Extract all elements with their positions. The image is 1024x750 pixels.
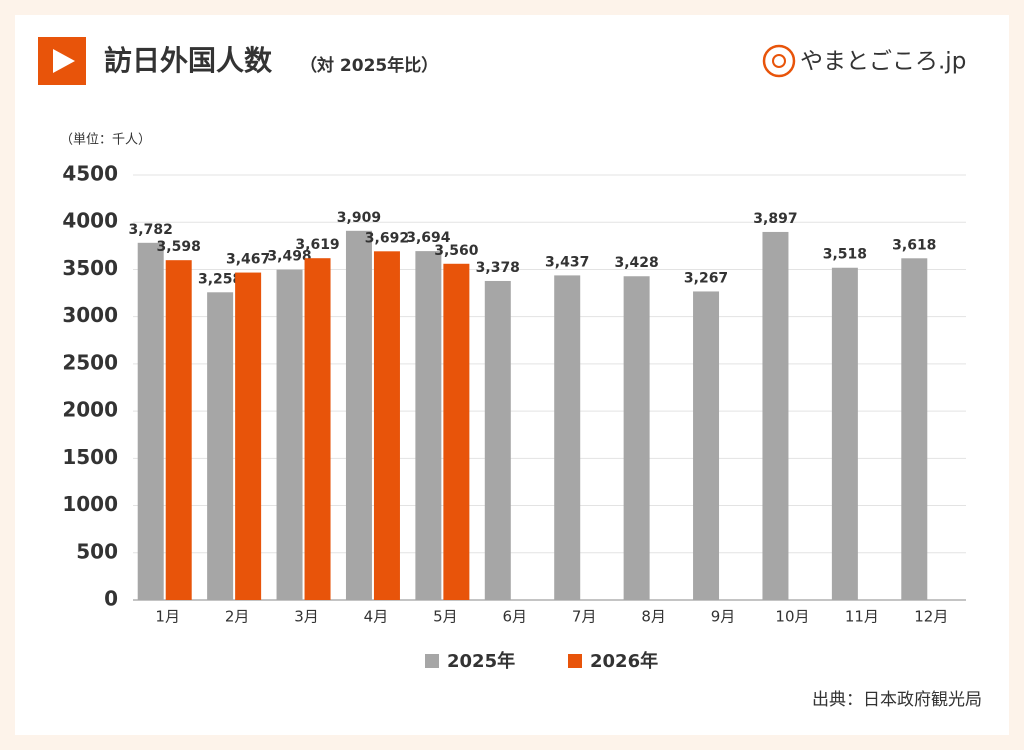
x-tick-label: 9月: [711, 608, 736, 626]
y-tick-label: 3000: [62, 303, 118, 327]
unit-label: （単位：千人）: [60, 132, 151, 148]
y-tick-label: 4500: [62, 162, 118, 186]
value-label: 3,498: [267, 249, 311, 265]
y-tick-label: 500: [76, 539, 118, 563]
y-tick-label: 3500: [62, 256, 118, 280]
source: 出典：日本政府観光局: [812, 690, 982, 710]
x-tick-label: 3月: [294, 608, 319, 626]
x-tick-label: 7月: [572, 608, 597, 626]
bar: [693, 291, 720, 600]
bar: [415, 251, 442, 600]
chart-title: 訪日外国人数: [104, 44, 273, 77]
bar: [137, 242, 164, 601]
x-tick-label: 12月: [914, 608, 948, 626]
x-tick-label: 10月: [775, 608, 809, 626]
value-label: 3,782: [129, 222, 173, 238]
chart-subtitle: （対 2025年比）: [300, 55, 438, 76]
x-tick-label: 2月: [225, 608, 250, 626]
bar: [373, 251, 400, 601]
bar: [901, 258, 928, 600]
value-label: 3,437: [545, 254, 589, 270]
legend-label: 2026年: [590, 650, 658, 672]
bar: [443, 263, 470, 600]
legend-swatch: [425, 654, 439, 668]
brand-icon: [762, 44, 796, 78]
bar: [762, 231, 789, 600]
value-label: 3,909: [337, 210, 381, 226]
bar: [165, 260, 192, 600]
x-tick-label: 11月: [845, 608, 879, 626]
value-label: 3,692: [365, 230, 409, 246]
bar: [831, 267, 858, 600]
value-label: 3,428: [614, 255, 658, 271]
bar: [235, 272, 262, 600]
bar: [304, 258, 331, 600]
x-tick-label: 4月: [364, 608, 389, 626]
bar: [554, 275, 581, 600]
brand-logo: やまとごころ.jp: [762, 44, 966, 78]
y-tick-label: 4000: [62, 209, 118, 233]
brand-name: やまとごころ.jp: [800, 49, 966, 75]
value-label: 3,897: [753, 211, 797, 227]
brand-icon-inner: [772, 54, 786, 68]
x-tick-label: 1月: [155, 608, 180, 626]
value-label: 3,598: [157, 239, 201, 255]
plot: 0 500 1000 1500 2000 2500 3000 3500 4000 4500 1月 3,…: [62, 162, 966, 672]
legend-label: 2025年: [447, 650, 515, 672]
bar: [623, 276, 650, 600]
x-tick-label: 6月: [503, 608, 528, 626]
value-label: 3,618: [892, 237, 936, 253]
title-icon-arrow: [53, 49, 75, 73]
bar: [276, 269, 303, 600]
y-tick-label: 1000: [62, 492, 118, 516]
bar: [484, 280, 511, 600]
value-label: 3,560: [434, 243, 479, 259]
y-tick-label: 0: [104, 587, 118, 611]
value-label: 3,694: [406, 230, 451, 246]
x-tick-label: 8月: [641, 608, 666, 626]
value-label: 3,258: [198, 271, 242, 287]
bar: [207, 292, 234, 600]
value-label: 3,267: [684, 270, 728, 286]
value-label: 3,619: [295, 237, 339, 253]
bar: [345, 230, 372, 601]
value-label: 3,518: [823, 247, 867, 263]
value-label: 3,467: [226, 252, 270, 268]
legend-swatch: [568, 654, 582, 668]
x-tick-label: 5月: [433, 608, 458, 626]
y-tick-label: 2500: [62, 350, 118, 374]
y-tick-label: 2000: [62, 398, 118, 422]
card: [15, 15, 1009, 735]
value-label: 3,378: [476, 260, 520, 276]
y-tick-label: 1500: [62, 445, 118, 469]
